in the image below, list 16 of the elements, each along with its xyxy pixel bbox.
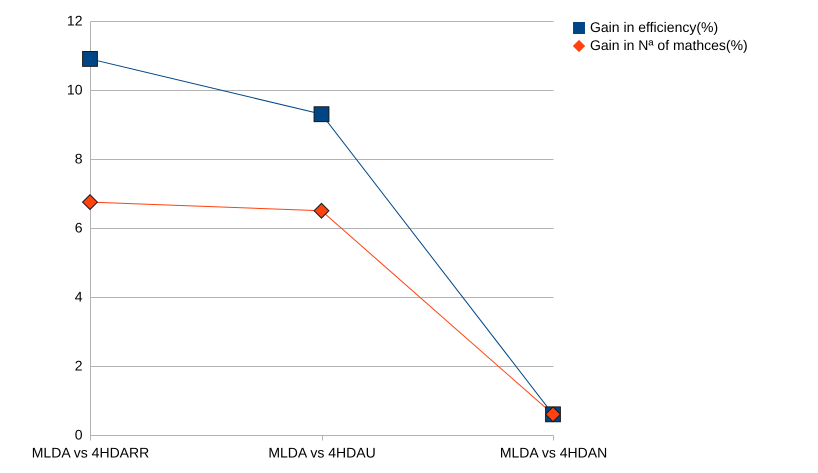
point: [314, 202, 330, 219]
point: [82, 194, 98, 210]
y-tick-label: 10: [66, 82, 83, 98]
legend-label: Gain in Nª of mathces(%): [590, 37, 748, 53]
point: [82, 51, 98, 67]
y-tick-label: 2: [74, 358, 83, 374]
y-tick-label: 12: [66, 12, 83, 28]
y-tick-label: 6: [74, 220, 83, 236]
x-tick-label: MLDA vs 4HDAU: [268, 444, 376, 460]
legend-label: Gain in efficiency(%): [590, 19, 718, 35]
x-tick-label: MLDA vs 4HDARR: [32, 444, 150, 460]
y-tick-label: 8: [74, 150, 83, 166]
point: [314, 106, 330, 122]
y-tick-label: 0: [74, 426, 83, 442]
y-tick-label: 4: [74, 288, 83, 304]
x-tick-label: MLDA vs 4HDAN: [500, 444, 608, 460]
